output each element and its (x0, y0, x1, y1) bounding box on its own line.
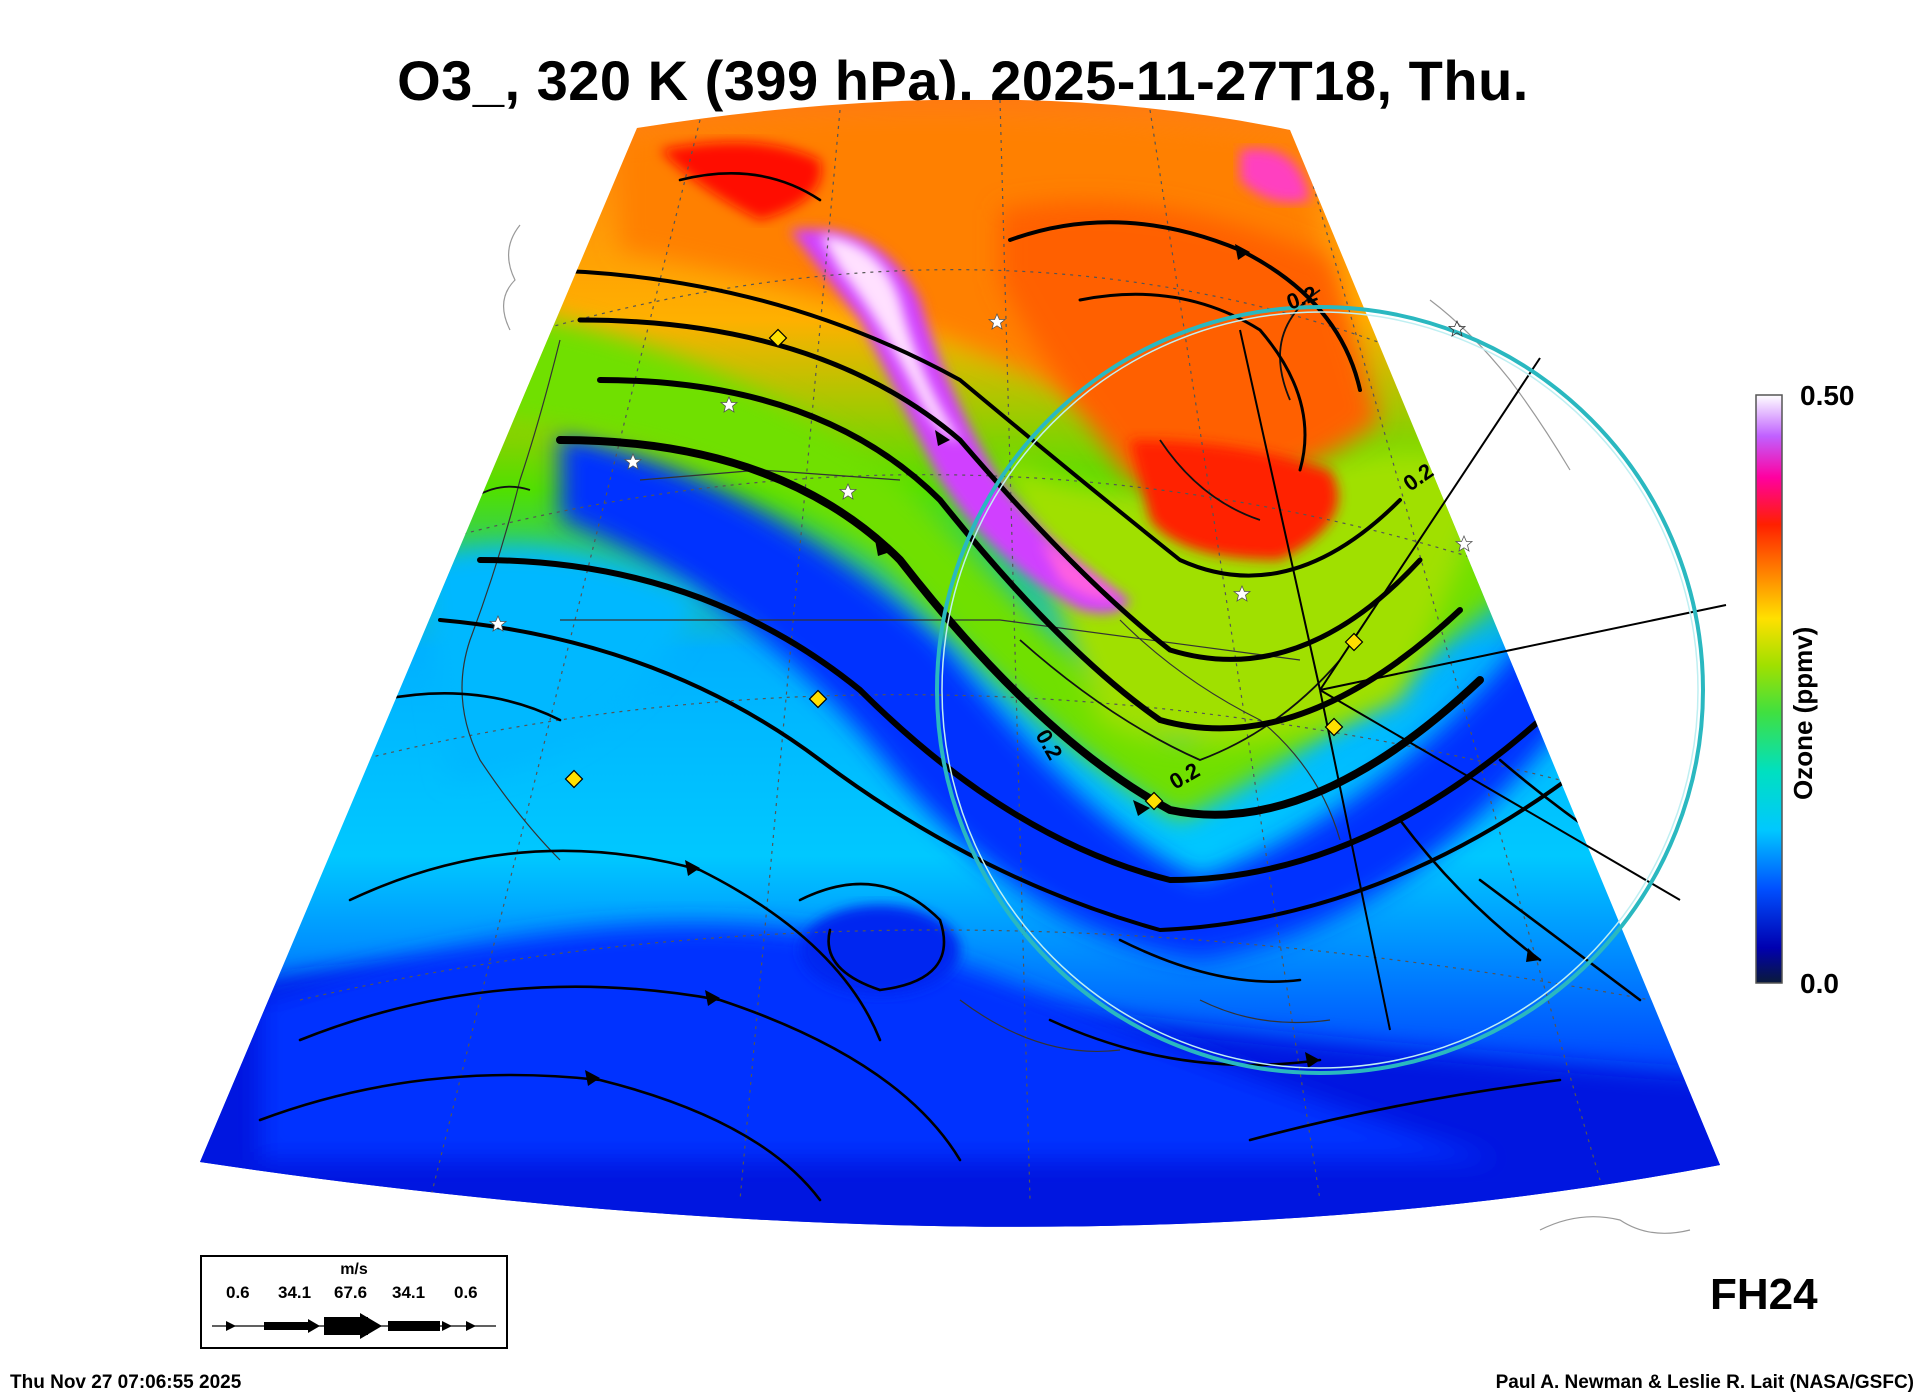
site-markers (488, 312, 1474, 632)
wind-key-unit: m/s (340, 1261, 368, 1278)
white-star-icon (719, 395, 739, 413)
flight-tracks (1239, 329, 1727, 1031)
credit: Paul A. Newman & Leslie R. Lait (NASA/GS… (1495, 1372, 1914, 1393)
yellow-diamond-icon (564, 769, 584, 789)
wind-key-value: 34.1 (278, 1283, 312, 1302)
yellow-diamond-icon (1344, 632, 1364, 652)
white-star-icon (1232, 584, 1252, 602)
coastlines (461, 339, 1341, 1053)
white-star-icon (987, 312, 1007, 330)
white-star-icon (488, 614, 508, 632)
timestamp: Thu Nov 27 07:06:55 2025 (10, 1372, 242, 1393)
range-ring-inner (941, 311, 1699, 1069)
wind-key-arrows (212, 1313, 496, 1339)
range-ring (935, 305, 1705, 1075)
white-star-icon (1447, 319, 1467, 337)
white-star-icon (1454, 534, 1474, 552)
wind-key-value: 0.6 (226, 1283, 250, 1302)
wind-speed-key: m/s 0.6 34.1 67.6 34.1 0.6 (200, 1255, 508, 1349)
yellow-diamond-icon (768, 328, 788, 348)
streamline-arrows (585, 244, 1540, 1086)
colorbar (1755, 394, 1783, 984)
forecast-hour: FH24 (1710, 1270, 1818, 1319)
white-star-icon (623, 452, 643, 470)
wind-key-value: 34.1 (392, 1283, 426, 1302)
yellow-diamond-icon (808, 689, 828, 709)
outer-coastlines (503, 224, 1691, 1234)
yellow-diamond-icon (1324, 717, 1344, 737)
colorbar-min-label: 0.0 (1800, 968, 1839, 999)
yellow-diamond-icon (1144, 791, 1164, 811)
ozone-field (200, 100, 1720, 1227)
wind-key-value: 67.6 (334, 1283, 368, 1302)
colorbar-max-label: 0.50 (1800, 380, 1855, 411)
colorbar-title: Ozone (ppmv) (1788, 626, 1818, 800)
wind-key-value: 0.6 (454, 1283, 478, 1302)
station-markers (564, 328, 1364, 811)
graticule (299, 99, 1651, 1201)
white-star-icon (838, 482, 858, 500)
